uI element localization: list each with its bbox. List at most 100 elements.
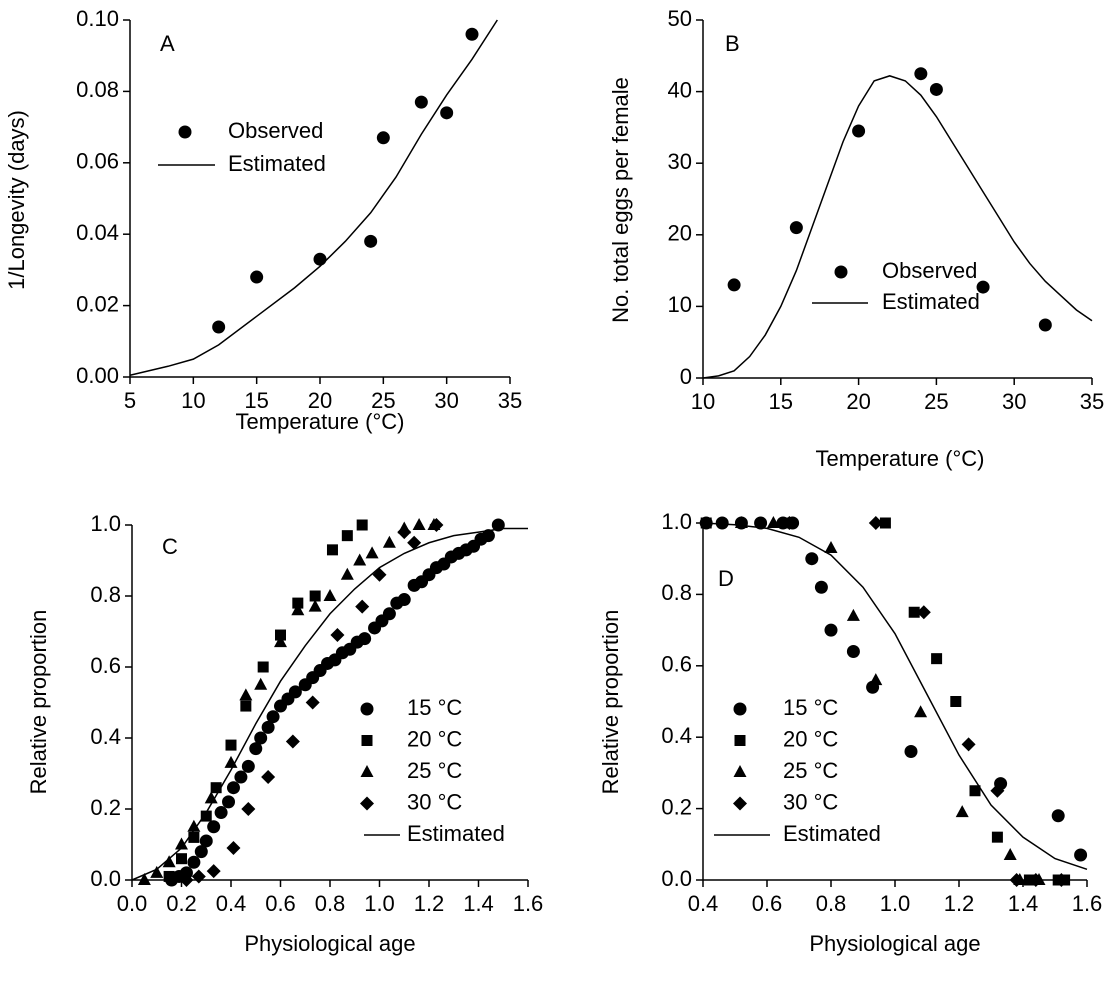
panel: 0.4 0.6 0.8 1.0 1.2 1.4 1.6 0.0 0.2 0.4 0.6 0.8 1.0 D… bbox=[598, 509, 1102, 956]
y-tick-label: 0.10 bbox=[76, 6, 119, 31]
legend-label: Estimated bbox=[228, 151, 326, 176]
point bbox=[879, 517, 891, 529]
x-tick-label: 1.2 bbox=[414, 891, 445, 916]
point bbox=[931, 653, 943, 665]
point bbox=[397, 525, 412, 540]
estimated-curve bbox=[131, 527, 528, 881]
legend-label: Estimated bbox=[407, 821, 505, 846]
point bbox=[1009, 873, 1024, 887]
point bbox=[382, 607, 396, 621]
legend-label: 25 °C bbox=[783, 758, 838, 783]
point bbox=[355, 599, 370, 614]
x-tick-label: 1.4 bbox=[1008, 891, 1039, 916]
legend-marker bbox=[834, 265, 848, 279]
point bbox=[715, 516, 729, 530]
estimated-curve bbox=[129, 19, 498, 376]
point bbox=[929, 82, 943, 96]
point bbox=[727, 278, 741, 292]
point bbox=[754, 516, 768, 530]
point bbox=[313, 252, 327, 266]
point bbox=[1074, 848, 1088, 862]
point bbox=[326, 544, 338, 556]
point bbox=[782, 516, 797, 530]
x-axis-label: Physiological age bbox=[244, 931, 415, 956]
x-tick-label: 1.0 bbox=[364, 891, 395, 916]
point bbox=[990, 783, 1005, 798]
x-tick-label: 15 bbox=[244, 388, 268, 413]
legend-label: 30 °C bbox=[783, 789, 838, 814]
point bbox=[187, 819, 201, 832]
point bbox=[254, 731, 268, 745]
point bbox=[226, 841, 241, 856]
point bbox=[358, 632, 372, 646]
point bbox=[1051, 809, 1065, 823]
point bbox=[440, 106, 454, 120]
x-axis-label: Temperature (°C) bbox=[816, 446, 985, 471]
point bbox=[914, 67, 928, 81]
legend-label: 25 °C bbox=[407, 758, 462, 783]
point bbox=[372, 567, 387, 582]
y-tick-label: 10 bbox=[668, 292, 692, 317]
point bbox=[241, 759, 255, 773]
point bbox=[364, 234, 378, 248]
point bbox=[292, 597, 304, 609]
point bbox=[187, 855, 201, 869]
point bbox=[991, 831, 1003, 843]
point bbox=[814, 580, 828, 594]
point bbox=[179, 873, 194, 887]
point bbox=[961, 737, 976, 752]
point bbox=[969, 785, 981, 797]
legend-label: Observed bbox=[228, 118, 323, 143]
point bbox=[1038, 318, 1052, 332]
x-tick-label: 25 bbox=[924, 389, 948, 414]
x-tick-label: 10 bbox=[181, 388, 205, 413]
x-tick-label: 30 bbox=[434, 388, 458, 413]
point bbox=[234, 770, 248, 784]
y-axis-label: No. total eggs per female bbox=[608, 77, 633, 323]
point bbox=[179, 866, 193, 880]
legend-marker bbox=[733, 765, 747, 777]
point bbox=[241, 802, 256, 816]
point bbox=[291, 603, 305, 616]
panel-label: A bbox=[160, 31, 175, 56]
y-tick-label: 0.2 bbox=[90, 795, 121, 820]
point bbox=[376, 131, 390, 145]
point bbox=[914, 705, 928, 718]
point bbox=[904, 744, 918, 758]
point bbox=[249, 742, 263, 756]
point bbox=[199, 834, 213, 848]
point bbox=[285, 734, 300, 749]
x-tick-label: 0.4 bbox=[688, 891, 719, 916]
point bbox=[950, 696, 962, 707]
panel: 5 10 15 20 25 30 35 0.00 0.02 0.04 0.06 0.08 0.10 A Te… bbox=[4, 6, 522, 434]
y-tick-label: 0.6 bbox=[661, 652, 692, 677]
y-tick-label: 1.0 bbox=[90, 511, 121, 536]
point bbox=[207, 820, 221, 834]
point bbox=[766, 516, 780, 528]
x-tick-label: 25 bbox=[371, 388, 395, 413]
panel: 0.0 0.2 0.4 0.6 0.8 1.0 1.2 1.4 1.6 0.0 0.2 0.4 0.6 0… bbox=[26, 511, 543, 956]
x-tick-label: 0.6 bbox=[265, 891, 296, 916]
panel-label: B bbox=[725, 31, 740, 56]
point bbox=[1003, 848, 1017, 861]
point bbox=[407, 535, 422, 550]
legend-marker bbox=[733, 702, 747, 716]
legend-label: Estimated bbox=[882, 289, 980, 314]
point bbox=[412, 518, 426, 530]
point bbox=[805, 552, 819, 566]
point bbox=[869, 673, 883, 686]
y-tick-label: 0.06 bbox=[76, 149, 119, 174]
point bbox=[137, 873, 151, 885]
legend-label: 30 °C bbox=[407, 789, 462, 814]
y-tick-label: 0.00 bbox=[76, 363, 119, 388]
point bbox=[382, 535, 396, 548]
point bbox=[257, 661, 269, 673]
legend-marker bbox=[360, 702, 374, 716]
point bbox=[323, 589, 337, 601]
x-tick-label: 5 bbox=[124, 388, 136, 413]
point bbox=[162, 855, 176, 868]
point bbox=[852, 124, 866, 138]
point bbox=[340, 567, 354, 580]
